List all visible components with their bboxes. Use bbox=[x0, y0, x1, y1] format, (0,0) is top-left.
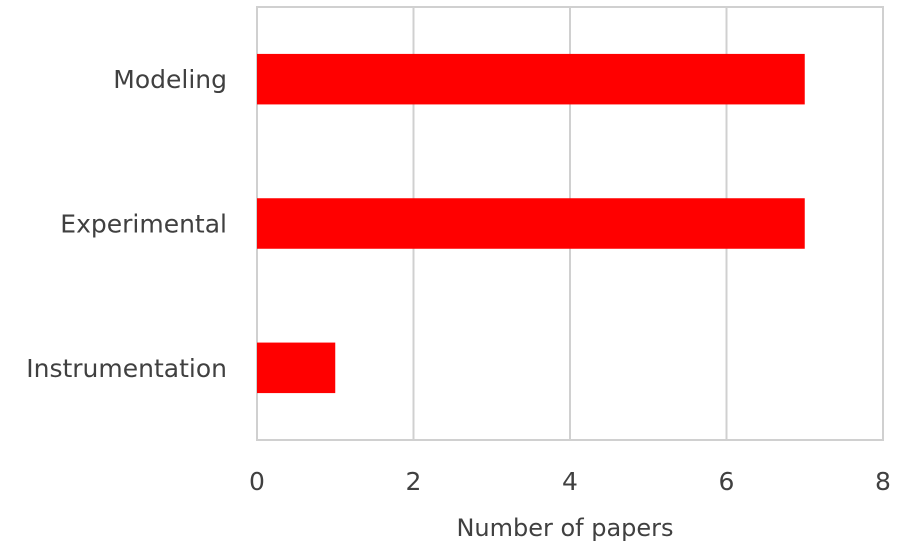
plot-area bbox=[256, 6, 884, 441]
x-axis-ticks: 0 2 4 6 8 bbox=[249, 467, 891, 496]
category-label-modeling: Modeling bbox=[113, 65, 227, 94]
category-label-instrumentation: Instrumentation bbox=[26, 354, 227, 383]
bar-instrumentation bbox=[257, 342, 336, 394]
bar-experimental bbox=[257, 198, 805, 249]
x-tick-label: 6 bbox=[719, 467, 735, 496]
x-tick-label: 8 bbox=[875, 467, 891, 496]
x-axis-title: Number of papers bbox=[456, 514, 673, 542]
category-label-experimental: Experimental bbox=[60, 210, 227, 239]
x-tick-label: 0 bbox=[249, 467, 265, 496]
x-tick-label: 4 bbox=[562, 467, 578, 496]
y-axis-categories: Modeling Experimental Instrumentation bbox=[26, 65, 227, 383]
bar-modeling bbox=[257, 53, 805, 105]
x-tick-label: 2 bbox=[406, 467, 422, 496]
